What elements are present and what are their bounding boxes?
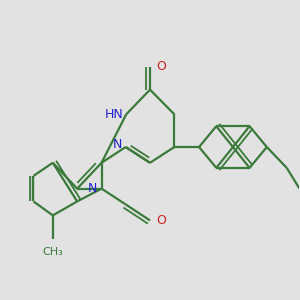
Text: N: N	[113, 138, 122, 151]
Text: N: N	[88, 182, 97, 195]
Text: O: O	[157, 214, 166, 227]
Text: O: O	[157, 60, 166, 73]
Text: CH₃: CH₃	[42, 247, 63, 256]
Text: HN: HN	[104, 108, 123, 121]
